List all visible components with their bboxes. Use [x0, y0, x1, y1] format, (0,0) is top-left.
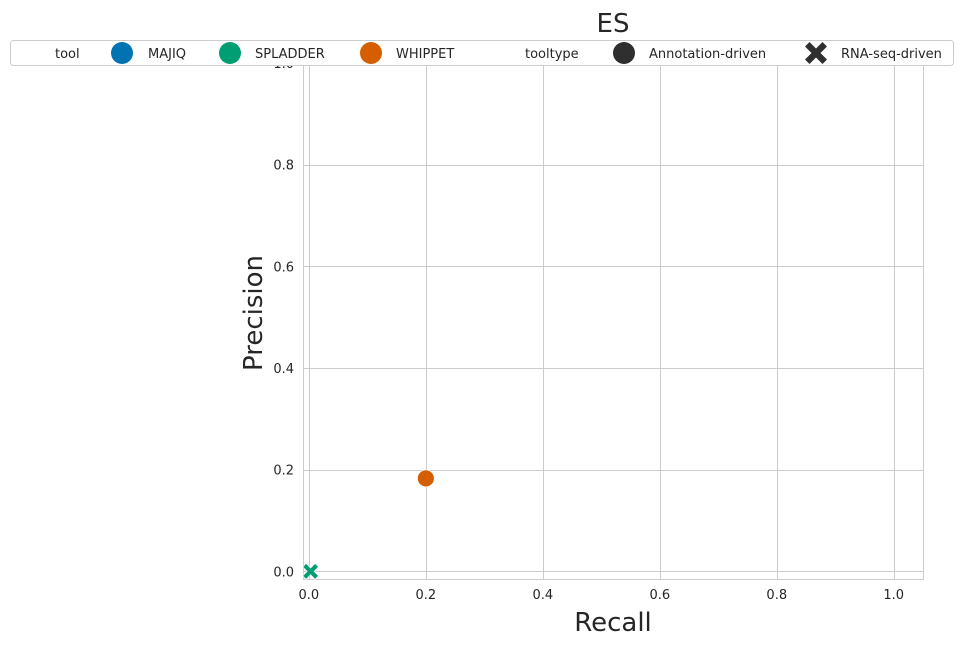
plot-frame: [303, 63, 924, 580]
x-axis-label: Recall: [574, 608, 652, 638]
legend-label-spladder: SPLADDER: [255, 47, 325, 62]
point-whippet: [416, 469, 435, 488]
legend-marker-spladder: [219, 42, 241, 64]
legend-marker-annotation-driven: [613, 42, 635, 64]
x-tick-label: 0.4: [532, 588, 553, 603]
legend-group-title: tooltype: [525, 47, 579, 62]
legend-label-majiq: MAJIQ: [148, 47, 186, 62]
legend: tool MAJIQ SPLADDER WHIPPET tooltype Annotati…: [10, 40, 954, 66]
legend-marker-rna-seq-driven: [805, 42, 827, 64]
y-tick-label: 0.4: [273, 362, 294, 377]
x-tick-label: 0.2: [415, 588, 436, 603]
x-tick-label: 0.8: [766, 588, 787, 603]
legend-label-rna-seq-driven: RNA-seq-driven: [841, 47, 942, 62]
data-points: [302, 469, 435, 580]
legend-label-annotation-driven: Annotation-driven: [649, 47, 766, 62]
y-tick-label: 0.6: [273, 260, 294, 275]
legend-marker-majiq: [111, 42, 133, 64]
tick-labels: 0.00.20.40.60.81.00.00.20.40.60.81.0: [273, 57, 904, 603]
chart-title: ES: [597, 9, 630, 39]
y-tick-label: 0.2: [273, 464, 294, 479]
x-tick-label: 0.6: [649, 588, 670, 603]
y-axis-label: Precision: [239, 255, 269, 371]
grid-lines: [303, 63, 924, 580]
y-tick-label: 0.8: [273, 159, 294, 174]
legend-group-title: tool: [55, 47, 80, 62]
point-spladder: [302, 562, 320, 580]
legend-label-whippet: WHIPPET: [396, 47, 454, 62]
x-tick-label: 0.0: [299, 588, 320, 603]
legend-frame: [10, 40, 954, 66]
y-tick-label: 0.0: [273, 565, 294, 580]
legend-marker-whippet: [360, 42, 382, 64]
x-tick-label: 1.0: [883, 588, 904, 603]
